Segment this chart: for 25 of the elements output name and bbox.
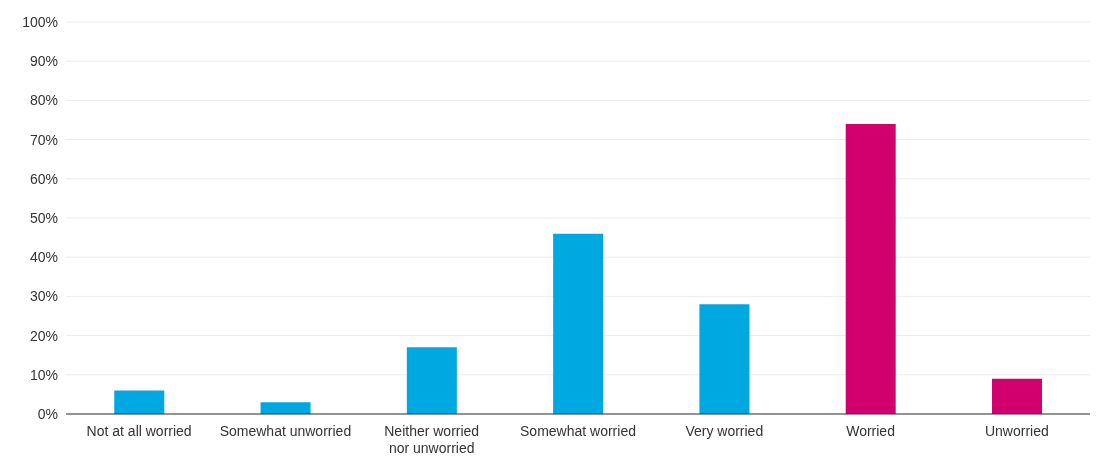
y-tick-label: 90% xyxy=(29,53,58,70)
y-tick-label: 100% xyxy=(22,13,58,30)
y-tick-label: 10% xyxy=(29,366,58,383)
bar xyxy=(553,233,604,414)
y-tick-label: 0% xyxy=(37,405,58,422)
bar xyxy=(260,402,311,414)
x-tick-label: Unworried xyxy=(984,423,1049,439)
y-tick-label: 70% xyxy=(29,131,58,148)
bar xyxy=(114,390,165,414)
bar xyxy=(845,123,896,414)
x-tick-label: Very worried xyxy=(685,423,764,439)
y-tick-label: 80% xyxy=(29,92,58,109)
x-tick-label: Worried xyxy=(846,423,895,439)
y-tick-label: 30% xyxy=(29,288,58,305)
y-tick-label: 40% xyxy=(29,249,58,266)
y-tick-label: 50% xyxy=(29,209,58,226)
x-tick-label: Neither worried nor unworried xyxy=(384,423,480,456)
x-tick-label: Somewhat worried xyxy=(520,423,636,439)
x-tick-label: Somewhat unworried xyxy=(219,423,352,439)
bar xyxy=(991,378,1042,414)
y-tick-label: 60% xyxy=(29,170,58,187)
y-tick-label: 20% xyxy=(29,327,58,344)
bar xyxy=(699,304,750,414)
x-tick-label: Not at all worried xyxy=(86,423,192,439)
bar xyxy=(406,347,457,414)
